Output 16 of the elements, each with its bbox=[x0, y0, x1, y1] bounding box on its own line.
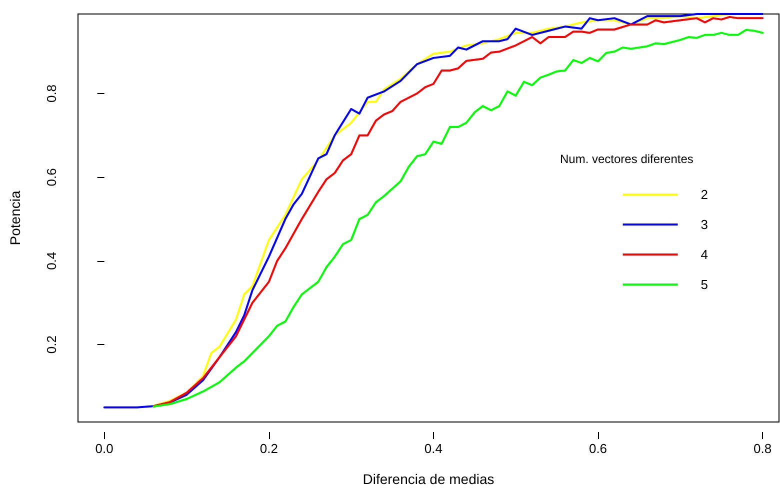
x-tick-label: 0.6 bbox=[588, 441, 608, 456]
legend-title: Num. vectores diferentes bbox=[560, 152, 694, 166]
y-tick-label: 0.2 bbox=[44, 336, 59, 354]
y-axis-title: Potencia bbox=[7, 190, 23, 246]
y-tick-label: 0.8 bbox=[44, 84, 59, 103]
x-tick-label: 0.4 bbox=[424, 441, 442, 456]
x-tick-label: 0.0 bbox=[95, 441, 114, 456]
legend-label: 5 bbox=[700, 277, 708, 292]
x-tick-label: 0.8 bbox=[754, 441, 772, 456]
x-tick-label: 0.2 bbox=[260, 441, 278, 456]
y-tick-label: 0.4 bbox=[44, 252, 59, 270]
legend-label: 3 bbox=[700, 217, 708, 232]
legend-label: 2 bbox=[700, 187, 708, 202]
y-tick-label: 0.6 bbox=[44, 168, 59, 186]
x-axis-title: Diferencia de medias bbox=[362, 471, 494, 487]
legend-label: 4 bbox=[700, 247, 708, 262]
